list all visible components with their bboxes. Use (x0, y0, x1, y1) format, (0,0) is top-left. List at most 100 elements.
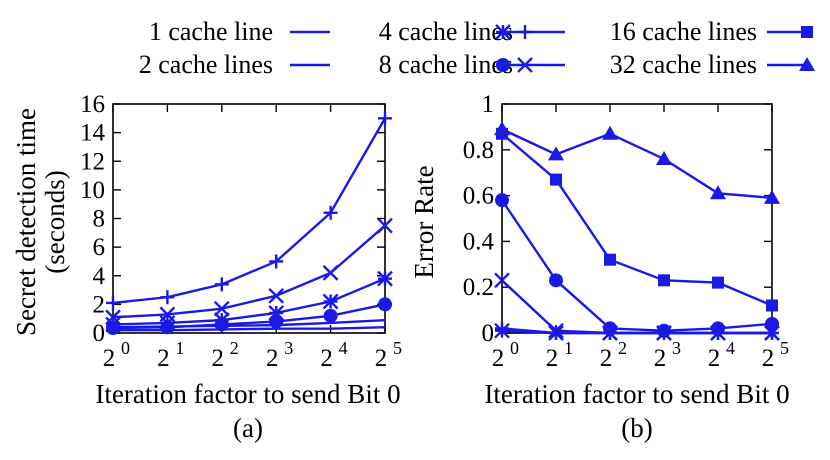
data-point (106, 295, 120, 310)
data-point (378, 111, 392, 126)
data-point (711, 321, 725, 336)
series-none-a (113, 326, 386, 332)
data-point (656, 150, 672, 165)
y-tick-label: 0.6 (463, 183, 494, 210)
x-tick-exponent: 5 (393, 338, 402, 358)
data-point (603, 321, 617, 336)
legend-marker (799, 57, 815, 71)
series-line (501, 128, 773, 200)
x-tick-exponent: 2 (618, 338, 627, 358)
legend-entry: 4 cache lines (379, 17, 565, 46)
x-tick-exponent: 3 (672, 338, 681, 358)
caption-b: (b) (621, 413, 652, 443)
data-point (214, 277, 229, 292)
series-line (113, 326, 386, 332)
legend-marker (801, 26, 813, 38)
series-line (501, 199, 773, 332)
x-tick-exponent: 4 (339, 338, 348, 358)
x-tick-exponent: 1 (175, 338, 184, 358)
y-tick-label: 0.2 (463, 274, 494, 301)
series-line (501, 132, 773, 307)
y-ticks-b: 0 0.2 0.4 0.6 0.8 1 (463, 91, 772, 347)
y-tick-label: 2 (93, 291, 106, 318)
data-point (710, 185, 726, 200)
y-axis-label-a-line1: Secret detection time (11, 108, 41, 336)
x-tick-exponent: 3 (284, 338, 293, 358)
data-point (105, 309, 121, 326)
data-point (322, 293, 339, 310)
data-point (494, 272, 510, 289)
legend-label: 16 cache lines (610, 17, 757, 46)
y-axis-label-b: Error Rate (409, 165, 439, 278)
data-point (658, 274, 670, 287)
data-point (323, 308, 338, 323)
series-line (112, 303, 386, 330)
x-tick-exponent: 0 (510, 338, 519, 358)
x-tick-label: 2 (600, 345, 613, 372)
data-point (160, 290, 175, 305)
x-tick-exponent: 0 (121, 338, 130, 358)
legend-entry: 32 cache lines (610, 50, 815, 79)
legend-label: 8 cache lines (379, 50, 513, 79)
x-tick-label: 2 (546, 345, 559, 372)
x-tick-exponent: 5 (780, 338, 789, 358)
legend: 1 cache line 4 cache lines 16 cache lines 2… (139, 17, 815, 79)
data-point (657, 323, 671, 338)
data-point (106, 320, 120, 335)
x-tick-exponent: 4 (726, 338, 735, 358)
data-point (269, 254, 284, 269)
caption-a: (a) (233, 413, 263, 443)
data-point (494, 121, 510, 136)
series-line (112, 224, 386, 319)
data-point (377, 270, 393, 287)
y-tick-label: 0.8 (463, 137, 494, 164)
legend-entry: 8 cache lines (379, 50, 565, 79)
x-tick-label: 2 (320, 345, 333, 372)
series-a (105, 111, 393, 335)
series-circle-b (495, 193, 779, 338)
series-square-b (496, 127, 778, 312)
data-point (765, 316, 779, 331)
data-point (160, 320, 175, 335)
data-point (213, 300, 230, 317)
x-tick-label: 2 (212, 345, 225, 372)
y-axis-label-a-line2: (seconds) (40, 170, 70, 273)
y-tick-label: 0.4 (463, 228, 495, 255)
x-tick-label: 2 (157, 345, 170, 372)
legend-entry: 2 cache lines (139, 50, 273, 79)
data-point (269, 314, 284, 329)
x-tick-exponent: 1 (564, 338, 573, 358)
series-line (112, 277, 386, 326)
legend-label: 1 cache line (149, 17, 273, 46)
x-tick-label: 2 (708, 345, 721, 372)
y-tick-label: 1 (482, 91, 495, 118)
x-tick-exponent: 2 (230, 338, 239, 358)
data-point (323, 205, 338, 220)
x-axis-label-b: Iteration factor to send Bit 0 (484, 379, 789, 409)
series-b (494, 121, 780, 341)
legend-marker-circle (496, 58, 510, 72)
legend-label: 2 cache lines (139, 50, 273, 79)
series-plus-a (106, 111, 392, 310)
legend-entry: 16 cache lines (610, 17, 813, 46)
y-tick-label: 4 (93, 263, 106, 290)
y-tick-label: 10 (80, 177, 105, 204)
data-point (764, 189, 780, 204)
data-point (548, 146, 564, 161)
data-point (602, 125, 618, 140)
legend-entry: 1 cache line (149, 17, 273, 46)
x-tick-label: 2 (266, 345, 279, 372)
x-tick-label: 2 (375, 345, 388, 372)
legend-label: 4 cache lines (379, 17, 513, 46)
x-axis-label-a: Iteration factor to send Bit 0 (95, 379, 400, 409)
y-tick-label: 0 (482, 320, 495, 347)
series-triangle-b (494, 121, 780, 204)
legend-marker-star (495, 24, 511, 40)
y-tick-label: 8 (93, 206, 106, 233)
plot-frame-b (501, 103, 773, 334)
